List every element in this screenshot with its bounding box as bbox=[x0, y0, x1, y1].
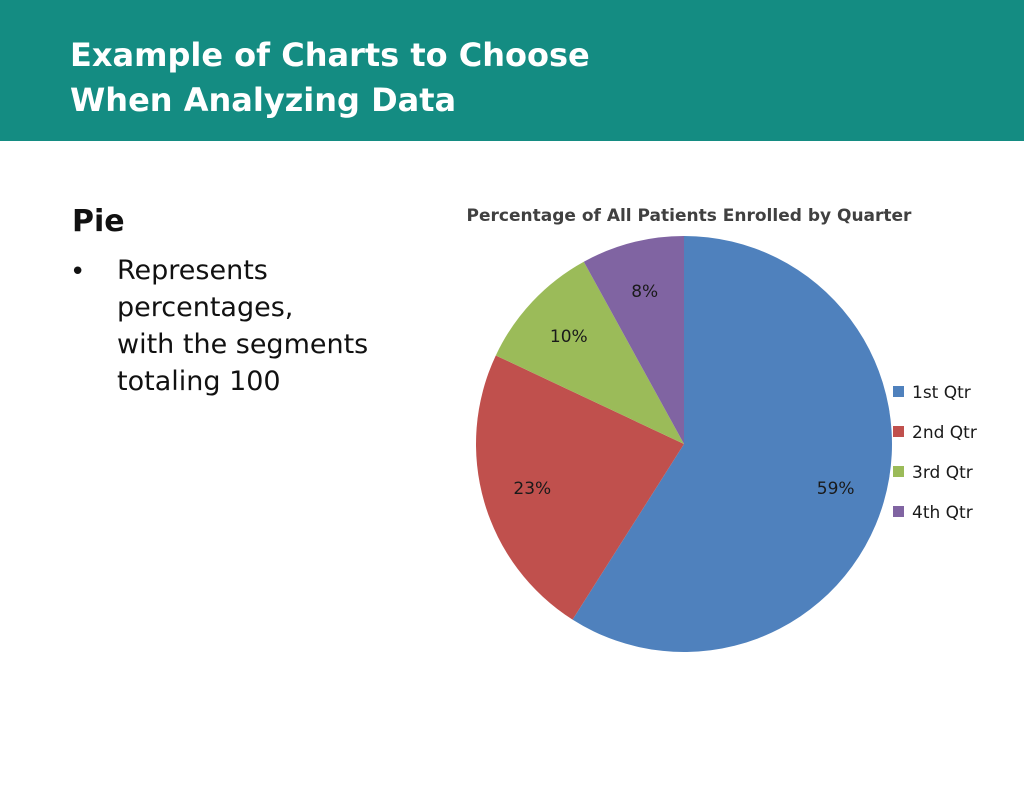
bullet-point-icon: • bbox=[70, 257, 86, 287]
page-title-line-1: Example of Charts to Choose bbox=[70, 36, 590, 74]
pie-slice-label: 23% bbox=[513, 479, 551, 499]
chart-legend: 1st Qtr 2nd Qtr 3rd Qtr 4th Qtr bbox=[893, 383, 977, 523]
pie-slice-2 bbox=[476, 355, 684, 620]
pie-slice-label: 10% bbox=[550, 327, 588, 347]
legend-label: 1st Qtr bbox=[912, 383, 971, 403]
chart-title: Percentage of All Patients Enrolled by Q… bbox=[467, 206, 913, 226]
page-title-line-2: When Analyzing Data bbox=[70, 81, 457, 119]
legend-swatch bbox=[893, 386, 904, 397]
legend-label: 2nd Qtr bbox=[912, 423, 977, 443]
legend-swatch bbox=[893, 466, 904, 477]
pie-slice-4 bbox=[583, 236, 684, 444]
pie-slice-1 bbox=[572, 236, 893, 652]
pie-slice-labels: 59% 23% 10% 8% bbox=[513, 282, 854, 499]
bullet-text-line: percentages, bbox=[117, 292, 294, 323]
pie-slice-label: 8% bbox=[631, 282, 658, 302]
bullet-text-line: totaling 100 bbox=[117, 366, 281, 397]
title-banner: Example of Charts to Choose When Analyzi… bbox=[0, 0, 1024, 141]
legend-swatch bbox=[893, 506, 904, 517]
legend-label: 3rd Qtr bbox=[912, 463, 973, 483]
legend-swatch bbox=[893, 426, 904, 437]
bullet-text-line: Represents bbox=[117, 255, 268, 286]
section-heading: Pie bbox=[72, 204, 125, 239]
pie-slice-3 bbox=[495, 261, 684, 444]
pie-slices bbox=[476, 236, 893, 652]
bullet-text-line: with the segments bbox=[117, 329, 369, 360]
legend-label: 4th Qtr bbox=[912, 503, 973, 523]
pie-slice-label: 59% bbox=[817, 479, 855, 499]
